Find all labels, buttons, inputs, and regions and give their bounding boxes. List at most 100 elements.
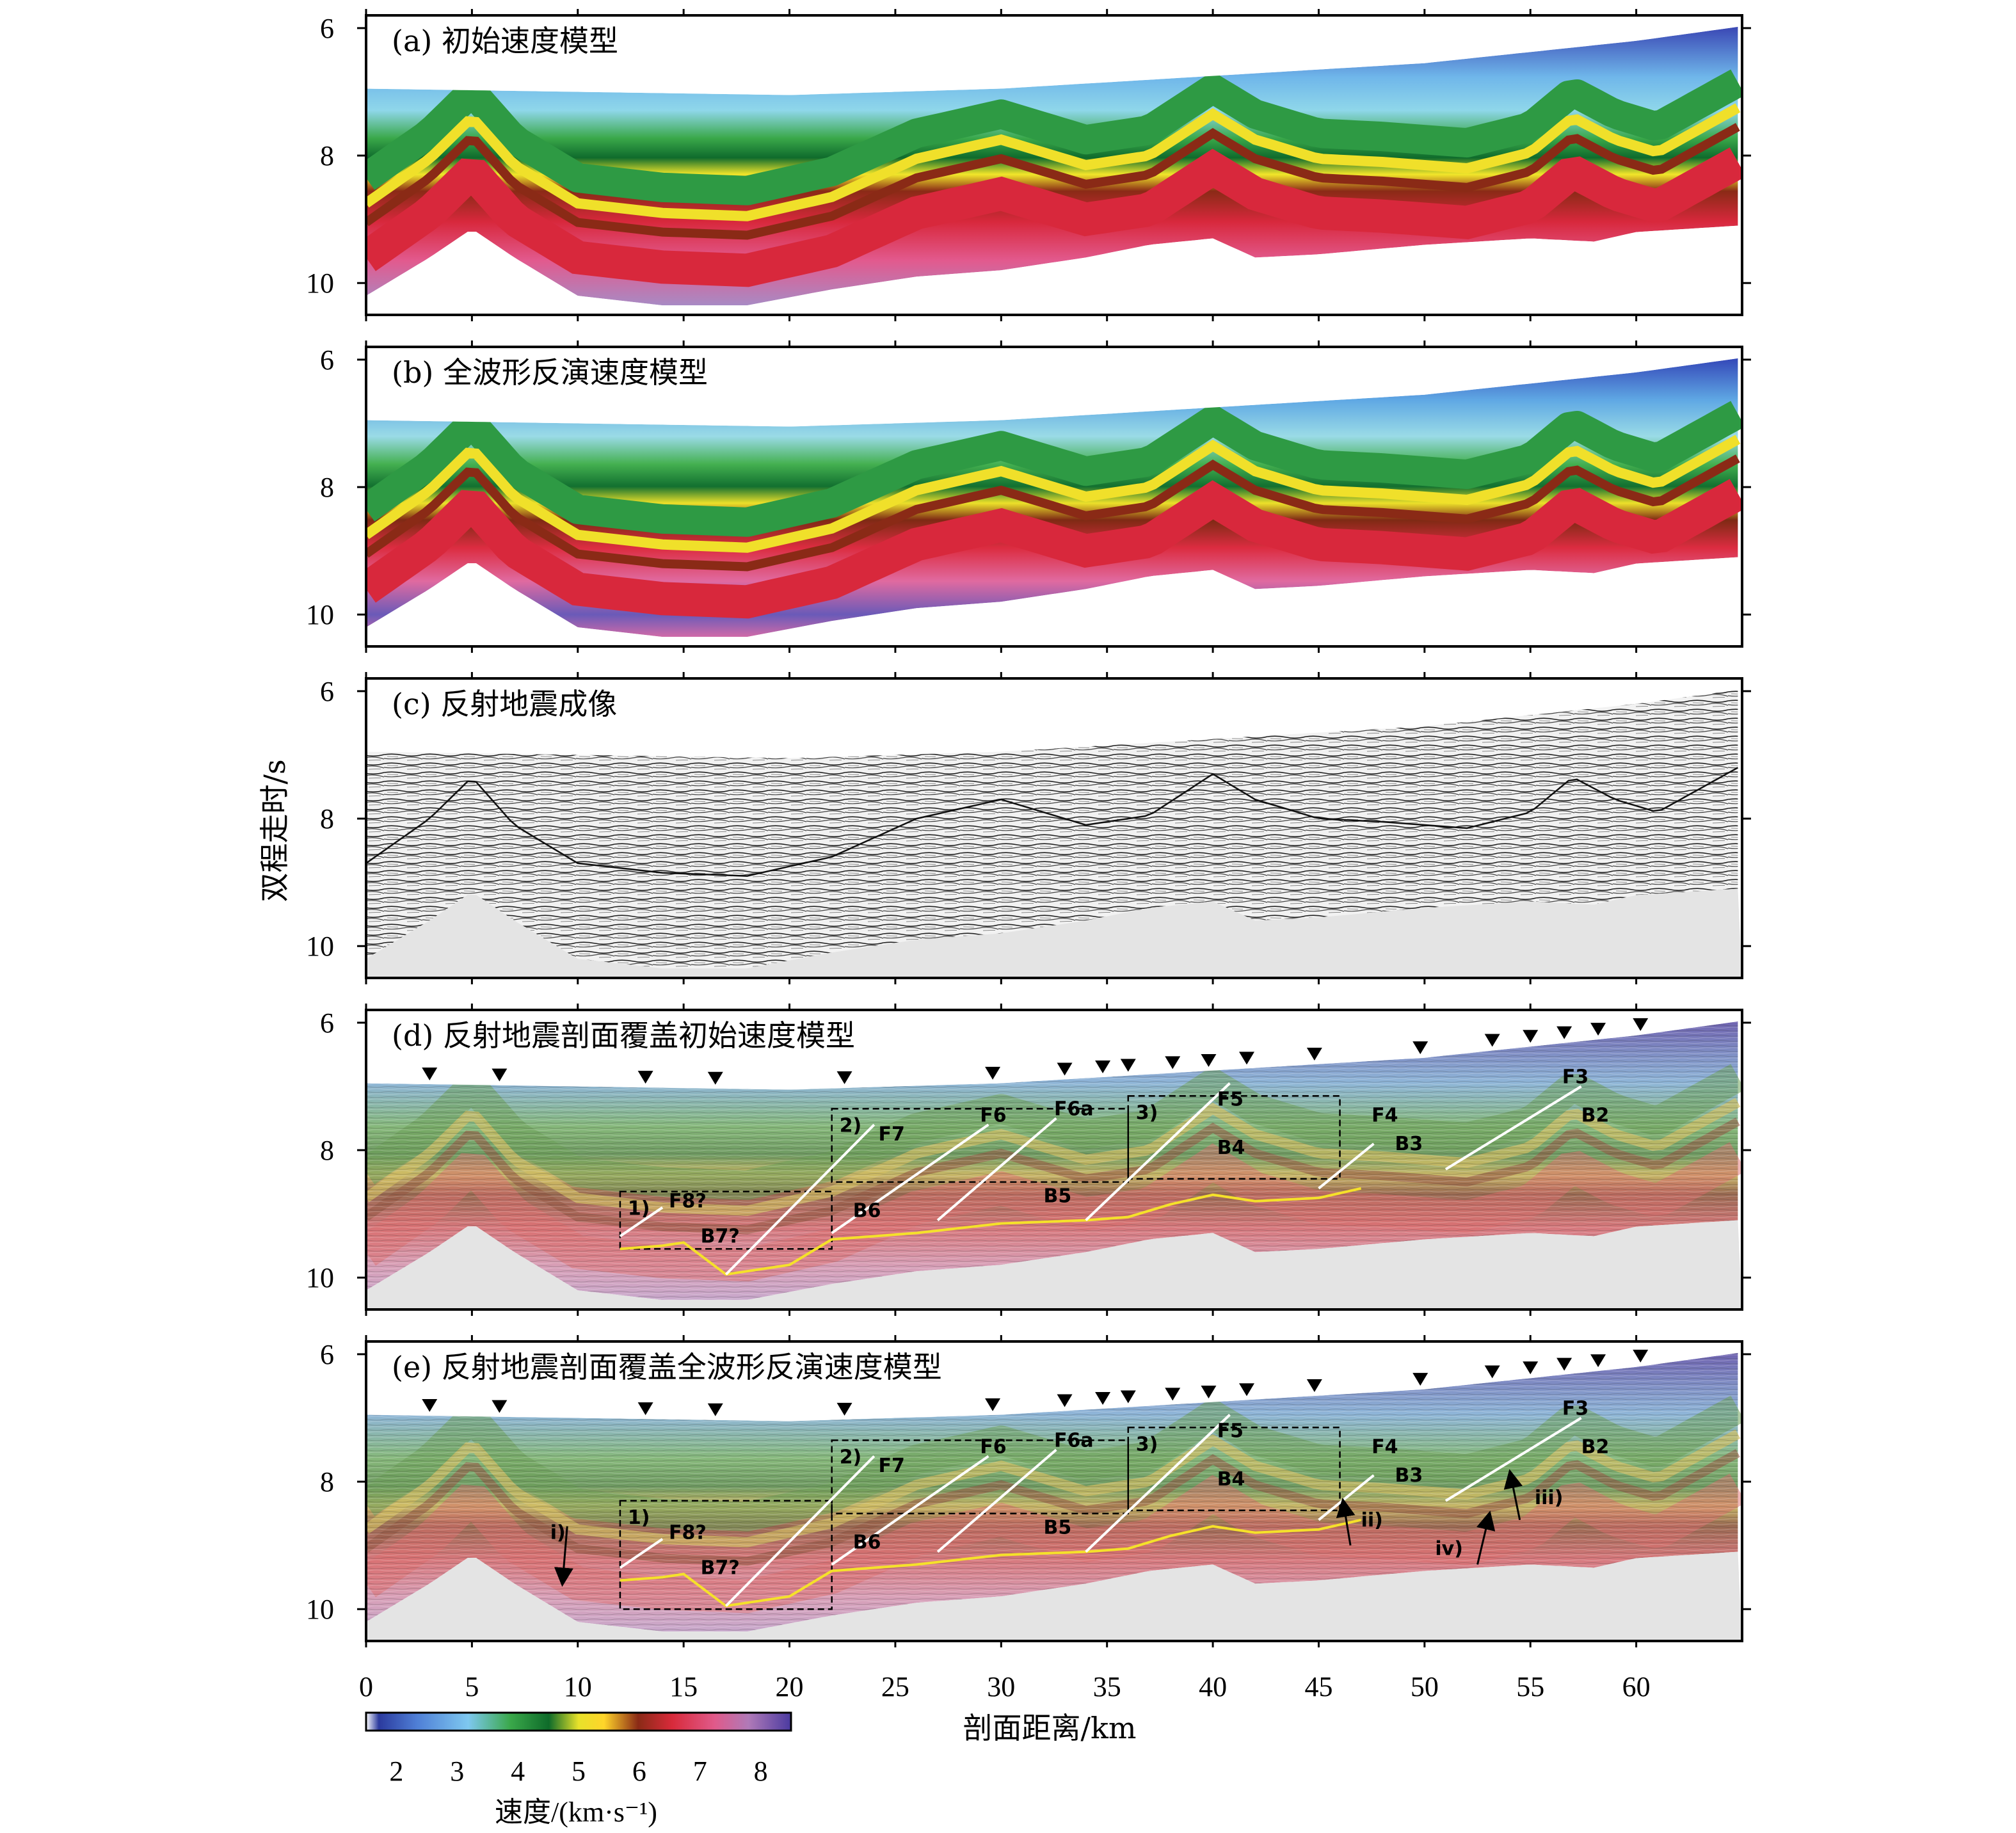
below-model xyxy=(366,225,1742,315)
station-triangle xyxy=(1590,1354,1606,1368)
box-label: 1) xyxy=(628,1507,650,1529)
station-triangle xyxy=(637,1071,653,1084)
station-triangle xyxy=(985,1066,1001,1080)
block-label: B5 xyxy=(1043,1517,1071,1539)
crust-band xyxy=(366,479,1742,619)
arrow xyxy=(1476,1510,1496,1565)
panel-frame xyxy=(365,14,1743,316)
block-label: B3 xyxy=(1395,1464,1423,1487)
colorbar-tick-label: 5 xyxy=(572,1756,586,1787)
block-label: B2 xyxy=(1581,1436,1610,1458)
station-triangle xyxy=(1556,1026,1572,1039)
water-above xyxy=(366,15,1742,95)
x-tick-label: 15 xyxy=(669,1671,698,1702)
y-tick-label: 6 xyxy=(320,1339,334,1370)
x-tick-label: 40 xyxy=(1199,1671,1227,1702)
x-tick-label: 60 xyxy=(1622,1671,1651,1702)
arrow-label: i) xyxy=(550,1522,566,1544)
block-label: B6 xyxy=(853,1200,881,1222)
station-triangle xyxy=(1590,1023,1606,1036)
station-triangle xyxy=(836,1402,852,1416)
arrow xyxy=(1503,1469,1523,1521)
panel-title: (a) 初始速度模型 xyxy=(392,24,618,58)
panel-title: (c) 反射地震成像 xyxy=(392,687,617,721)
block-label: B5 xyxy=(1043,1185,1071,1208)
dashed-box xyxy=(831,1108,1130,1183)
panel-title: (b) 全波形反演速度模型 xyxy=(392,355,708,390)
station-triangle xyxy=(707,1071,723,1085)
basement-horizon xyxy=(620,1518,1362,1608)
fault-line xyxy=(936,1448,1057,1553)
panel-frame xyxy=(365,1009,1743,1311)
colorbar-tick-label: 2 xyxy=(389,1756,403,1787)
station-triangle xyxy=(1523,1361,1539,1375)
colorbar-title: 速度/(km·s⁻¹) xyxy=(495,1797,657,1828)
fault-label: F3 xyxy=(1562,1398,1588,1420)
panel-c: (c) 反射地震成像 6 8 10 xyxy=(306,672,1751,984)
y-tick-label: 6 xyxy=(320,13,334,44)
fault-label: F5 xyxy=(1217,1420,1244,1442)
station-triangle xyxy=(836,1071,852,1084)
fault-label: F6a xyxy=(1054,1429,1094,1452)
y-tick-label: 6 xyxy=(320,344,334,376)
basement-fill xyxy=(366,888,1742,978)
fault-label: F4 xyxy=(1372,1436,1398,1458)
station-triangle xyxy=(1412,1041,1428,1055)
below-model xyxy=(366,1551,1742,1641)
block-label: B7? xyxy=(701,1557,740,1579)
block-label: B6 xyxy=(853,1532,881,1554)
y-tick-label: 8 xyxy=(320,1135,334,1166)
water-above xyxy=(366,1341,1742,1421)
panel-a: (a) 初始速度模型 6 8 10 xyxy=(306,9,1751,321)
station-triangle xyxy=(1165,1388,1181,1401)
station-triangle xyxy=(1484,1034,1500,1047)
x-tick-label: 30 xyxy=(987,1671,1015,1702)
station-triangle xyxy=(422,1068,438,1081)
y-tick-label: 10 xyxy=(306,268,334,299)
box-label: 2) xyxy=(840,1446,862,1468)
x-tick-label: 20 xyxy=(776,1671,804,1702)
y-axis-label: 双程走时/s xyxy=(257,759,292,902)
station-triangle xyxy=(1523,1030,1539,1043)
y-tick-label: 8 xyxy=(320,472,334,503)
y-tick-label: 8 xyxy=(320,803,334,835)
fault-line xyxy=(1085,1082,1231,1222)
arrow-label: iii) xyxy=(1535,1487,1564,1509)
x-tick-label: 10 xyxy=(564,1671,592,1702)
sediment-band xyxy=(366,401,1742,537)
station-triangle xyxy=(1095,1060,1111,1073)
station-triangle xyxy=(1239,1052,1254,1065)
y-axis-title: 双程走时/s xyxy=(257,759,292,902)
station-triangle xyxy=(1484,1365,1500,1379)
colorbar-tick-label: 6 xyxy=(632,1756,646,1787)
fault-line xyxy=(936,1117,1057,1222)
station-triangle xyxy=(1120,1390,1136,1404)
fault-line xyxy=(1085,1414,1231,1553)
fault-label: F5 xyxy=(1217,1088,1244,1110)
reflector xyxy=(366,767,1739,877)
panel-title: (e) 反射地震剖面覆盖全波形反演速度模型 xyxy=(392,1350,942,1384)
station-triangle xyxy=(1120,1059,1136,1072)
y-tick-label: 8 xyxy=(320,1466,334,1498)
yellow-band xyxy=(366,103,1741,221)
fault-line xyxy=(831,1123,989,1235)
water-above xyxy=(366,347,1742,427)
station-triangle xyxy=(637,1402,653,1416)
fault-line xyxy=(619,1206,664,1238)
fault-label: F6 xyxy=(980,1104,1006,1126)
block-label: B7? xyxy=(701,1225,740,1247)
station-triangle xyxy=(1306,1048,1322,1061)
fault-label: F6 xyxy=(980,1436,1006,1458)
fault-line xyxy=(724,1455,876,1607)
station-triangle xyxy=(1165,1056,1181,1069)
box-label: 3) xyxy=(1136,1433,1158,1455)
panel-frame xyxy=(365,677,1743,979)
station-triangle xyxy=(1412,1373,1428,1386)
station-triangle xyxy=(707,1403,723,1416)
x-tick-label: 5 xyxy=(465,1671,479,1702)
x-axis-label: 剖面距离/km xyxy=(963,1711,1137,1745)
colorbar-tick-label: 3 xyxy=(450,1756,464,1787)
y-tick-label: 10 xyxy=(306,1594,334,1625)
colorbar-tick-label: 7 xyxy=(693,1756,707,1787)
